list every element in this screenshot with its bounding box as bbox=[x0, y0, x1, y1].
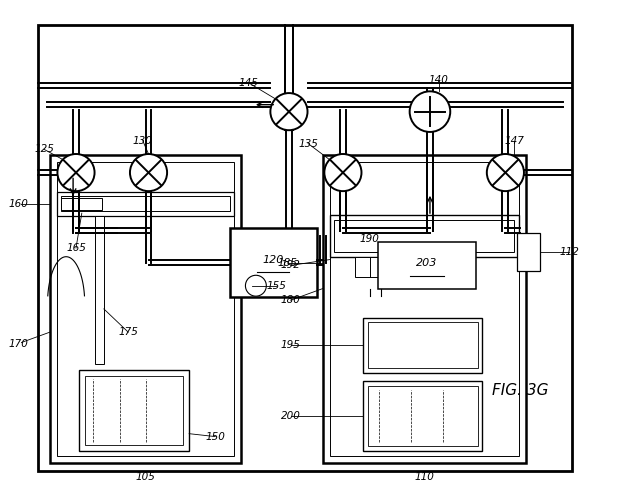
Bar bbox=[57, 162, 234, 456]
Bar bbox=[330, 162, 519, 456]
Bar bbox=[62, 197, 102, 210]
Text: 120: 120 bbox=[262, 254, 284, 264]
Text: 105: 105 bbox=[136, 472, 156, 482]
Bar bbox=[334, 220, 514, 252]
Text: 185: 185 bbox=[278, 257, 298, 267]
Text: 130: 130 bbox=[132, 135, 152, 146]
Bar bbox=[79, 370, 189, 451]
Text: 150: 150 bbox=[205, 432, 225, 441]
Text: 110: 110 bbox=[414, 472, 434, 482]
Bar bbox=[57, 192, 234, 216]
Bar bbox=[355, 257, 386, 277]
Circle shape bbox=[487, 154, 524, 191]
Bar bbox=[323, 155, 526, 463]
Text: 165: 165 bbox=[66, 243, 86, 253]
Text: 135: 135 bbox=[298, 138, 318, 149]
Text: 203: 203 bbox=[416, 257, 438, 267]
Bar bbox=[363, 381, 482, 451]
Bar bbox=[62, 196, 230, 211]
Text: 160: 160 bbox=[8, 199, 28, 209]
Circle shape bbox=[271, 93, 307, 130]
Circle shape bbox=[57, 154, 95, 191]
Bar bbox=[517, 234, 540, 271]
Text: 140: 140 bbox=[429, 75, 448, 85]
Text: 190: 190 bbox=[359, 234, 379, 245]
Text: 170: 170 bbox=[8, 339, 28, 349]
Text: 180: 180 bbox=[281, 295, 300, 305]
Text: 175: 175 bbox=[118, 327, 138, 337]
Text: 125: 125 bbox=[34, 144, 54, 154]
Bar bbox=[378, 242, 476, 289]
Text: 192: 192 bbox=[281, 260, 300, 270]
Bar bbox=[85, 375, 183, 445]
Bar bbox=[363, 317, 482, 373]
Bar bbox=[230, 228, 317, 297]
Circle shape bbox=[246, 275, 266, 296]
Text: 145: 145 bbox=[238, 78, 258, 88]
Text: 155: 155 bbox=[266, 281, 286, 291]
Bar bbox=[95, 216, 104, 364]
Text: 195: 195 bbox=[281, 340, 300, 350]
Text: 147: 147 bbox=[504, 135, 524, 146]
Circle shape bbox=[130, 154, 167, 191]
Bar bbox=[368, 386, 478, 446]
Circle shape bbox=[410, 91, 450, 132]
Bar bbox=[368, 322, 478, 368]
Circle shape bbox=[324, 154, 361, 191]
Bar bbox=[330, 215, 519, 257]
Text: FIG. 3G: FIG. 3G bbox=[491, 383, 548, 398]
Text: 112: 112 bbox=[559, 248, 579, 257]
Bar bbox=[50, 155, 241, 463]
Text: 200: 200 bbox=[281, 411, 300, 421]
